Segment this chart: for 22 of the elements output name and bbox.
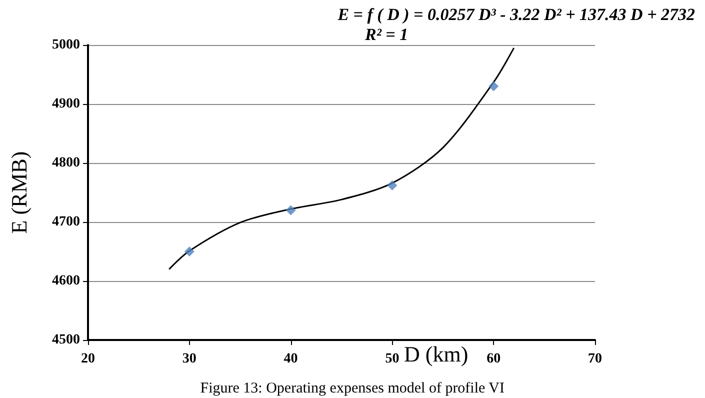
x-tick-label: 20	[81, 352, 95, 366]
y-tick-label: 4600	[52, 274, 80, 288]
x-tick-label: 70	[588, 352, 602, 366]
x-tick-label: 40	[284, 352, 298, 366]
y-tick-label: 5000	[52, 38, 80, 52]
x-tick-label: 50	[385, 352, 400, 366]
y-tick-label: 4800	[52, 156, 80, 170]
point	[184, 246, 194, 256]
text: R² = 1	[364, 25, 408, 44]
point	[488, 81, 499, 92]
line-series	[168, 47, 515, 270]
text: E = f ( D ) = 0.0257 D³ - 3.22 D² + 137.43 D + 2732	[336, 5, 696, 24]
y-axis-title: E (RMB)	[6, 151, 32, 234]
point	[286, 205, 296, 216]
y-tick-label: 4700	[52, 214, 80, 230]
y-tick-label: 4900	[52, 96, 80, 112]
y-tick-label: 4500	[52, 332, 80, 348]
x-tick-label: 60	[486, 352, 501, 366]
caption: Figure 13: Operating expenses model of profile VI	[200, 380, 504, 396]
x-tick-label: 30	[182, 352, 196, 366]
x-axis-title: D (km)	[404, 342, 468, 366]
point	[387, 180, 398, 190]
